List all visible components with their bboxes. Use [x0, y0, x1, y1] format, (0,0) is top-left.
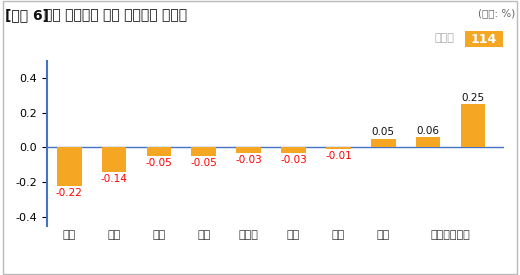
Text: -0.03: -0.03	[236, 155, 262, 165]
Text: -0.03: -0.03	[280, 155, 307, 165]
Bar	[281, 147, 306, 153]
Bar	[102, 147, 126, 172]
Bar	[416, 137, 440, 147]
Text: 서울 주요지역 주간 전세가격 변동률: 서울 주요지역 주간 전세가격 변동률	[44, 8, 187, 22]
Text: 0.25: 0.25	[461, 92, 485, 103]
Text: -0.22: -0.22	[56, 188, 83, 198]
Bar	[461, 104, 485, 147]
Text: -0.05: -0.05	[146, 158, 172, 168]
Text: 부동산: 부동산	[434, 34, 454, 43]
Bar	[191, 147, 216, 156]
Text: -0.01: -0.01	[325, 151, 352, 161]
Text: -0.05: -0.05	[190, 158, 217, 168]
Text: 114: 114	[471, 33, 497, 46]
Text: 0.06: 0.06	[417, 125, 439, 136]
Bar	[326, 147, 351, 149]
Bar	[57, 147, 82, 186]
Bar	[465, 31, 503, 47]
Bar	[147, 147, 171, 156]
Text: -0.14: -0.14	[101, 174, 127, 184]
Text: 0.05: 0.05	[372, 127, 395, 137]
Text: (단위: %): (단위: %)	[477, 8, 515, 18]
Text: [그림 6]: [그림 6]	[5, 8, 49, 22]
Bar	[237, 147, 261, 153]
Bar	[371, 139, 396, 147]
